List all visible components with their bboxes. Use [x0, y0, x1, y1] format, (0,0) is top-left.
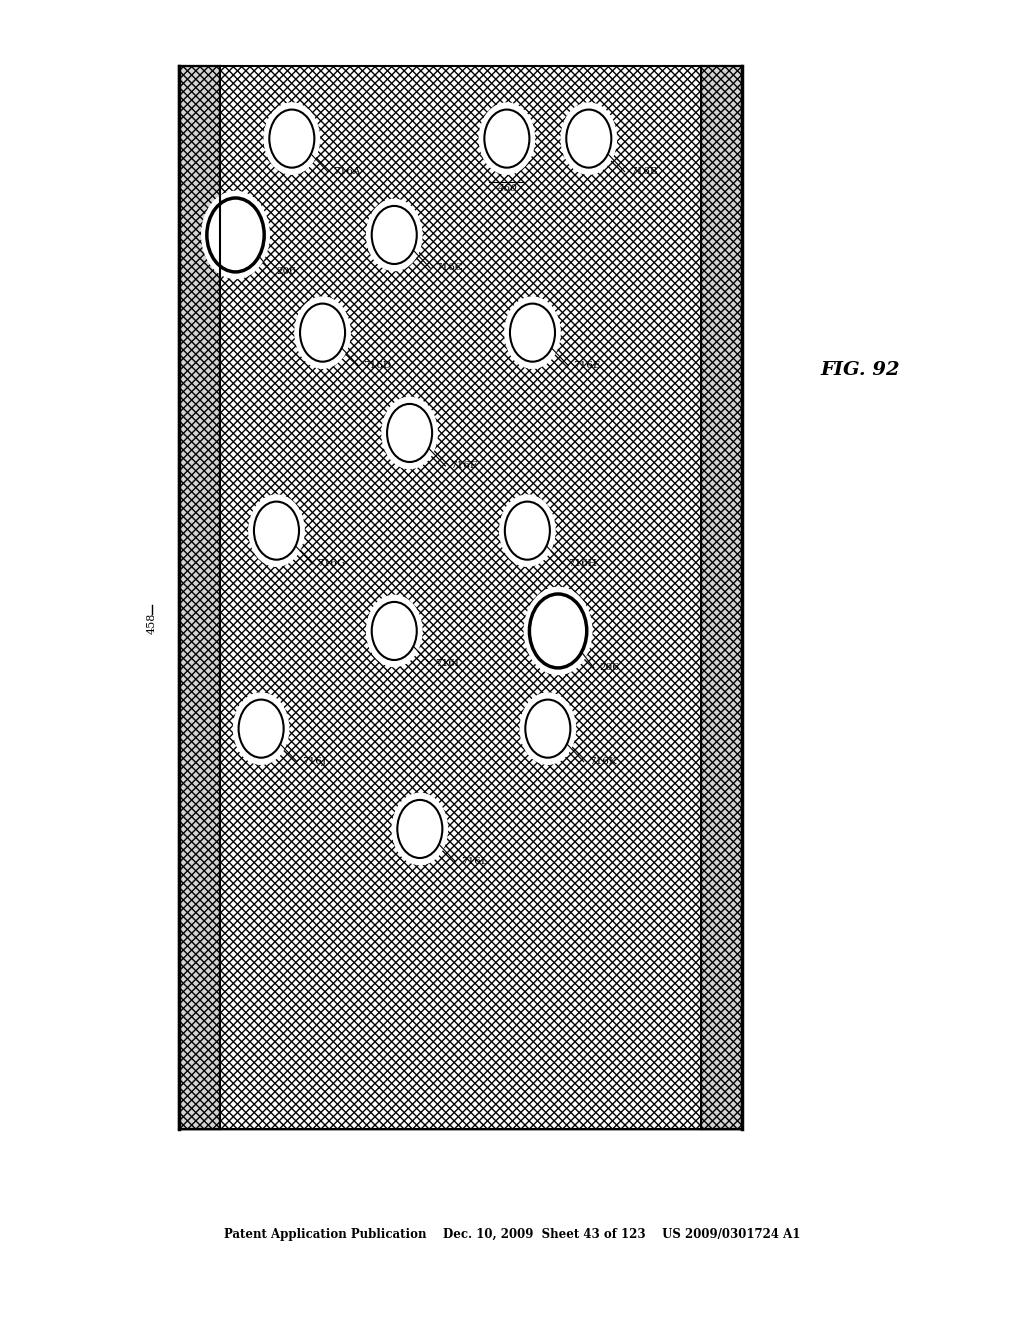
Text: 458: 458 — [146, 612, 157, 634]
Circle shape — [524, 587, 592, 675]
Text: 716D: 716D — [364, 362, 391, 370]
Circle shape — [367, 199, 422, 271]
Text: 716B: 716B — [630, 168, 657, 176]
Circle shape — [561, 103, 616, 174]
Circle shape — [392, 793, 447, 865]
Circle shape — [500, 495, 555, 566]
Bar — [179, 66, 742, 1129]
Text: 206: 206 — [599, 664, 618, 672]
Text: 716L: 716L — [461, 858, 487, 866]
Text: 716E: 716E — [573, 362, 601, 370]
Text: Patent Application Publication    Dec. 10, 2009  Sheet 43 of 123    US 2009/0301: Patent Application Publication Dec. 10, … — [224, 1228, 800, 1241]
Text: 716J: 716J — [302, 758, 327, 766]
Circle shape — [295, 297, 350, 368]
Circle shape — [479, 103, 535, 174]
Circle shape — [520, 693, 575, 764]
Circle shape — [367, 595, 422, 667]
Bar — [701, 66, 742, 1129]
Text: 716F: 716F — [451, 462, 477, 470]
Bar — [701, 66, 742, 1129]
Text: 716A: 716A — [333, 168, 360, 176]
Text: 460: 460 — [497, 185, 517, 193]
Bar — [220, 66, 701, 1129]
Bar — [179, 66, 742, 1129]
Circle shape — [202, 191, 269, 279]
Text: 716G: 716G — [317, 560, 346, 568]
Bar — [701, 66, 742, 1129]
Circle shape — [505, 297, 560, 368]
Circle shape — [249, 495, 304, 566]
Text: 206: 206 — [276, 268, 296, 276]
Bar — [179, 66, 220, 1129]
Bar — [179, 66, 742, 1129]
Bar — [179, 66, 220, 1129]
Text: 716K: 716K — [589, 758, 616, 766]
Text: 716I: 716I — [435, 660, 459, 668]
Circle shape — [264, 103, 319, 174]
Text: 716C: 716C — [435, 264, 463, 272]
Circle shape — [233, 693, 289, 764]
Text: FIG. 92: FIG. 92 — [820, 360, 900, 379]
Circle shape — [382, 397, 437, 469]
Bar — [220, 66, 701, 1129]
Bar — [220, 66, 701, 1129]
Text: 716H: 716H — [568, 560, 597, 568]
Bar — [179, 66, 220, 1129]
